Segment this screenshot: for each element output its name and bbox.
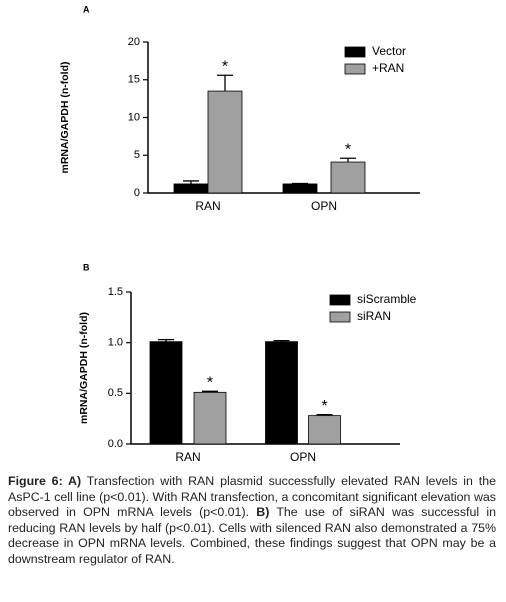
- caption-text: Transfection with RAN plasmid successful…: [8, 474, 496, 520]
- caption-text: Figure 6: A): [8, 474, 82, 488]
- error-bar: [183, 180, 199, 184]
- caption-text: The use of siRAN was successful in reduc…: [8, 505, 496, 566]
- panel-label: A: [83, 4, 90, 14]
- y-tick-label: 1.0: [108, 337, 123, 349]
- significance-mark: *: [207, 375, 213, 392]
- error-bar: [202, 390, 218, 393]
- y-tick-label: 0: [134, 187, 140, 199]
- legend-label: siScramble: [357, 292, 417, 306]
- x-tick-label: OPN: [311, 199, 337, 213]
- error-bar: [316, 413, 333, 416]
- y-tick-label: 0.0: [108, 438, 123, 450]
- caption-text: B): [256, 505, 270, 520]
- legend-swatch: [344, 46, 366, 58]
- legend-swatch: [344, 63, 366, 75]
- bar: [193, 391, 227, 445]
- bar: [173, 183, 209, 194]
- y-axis-label: mRNA/GAPDH (n-fold): [59, 62, 71, 174]
- legend-label: siRAN: [357, 309, 391, 323]
- legend-label: Vector: [372, 44, 406, 58]
- legend-label: +RAN: [372, 61, 404, 75]
- bar: [308, 415, 341, 445]
- y-tick-label: 15: [128, 74, 140, 86]
- y-tick-label: 0.5: [108, 387, 123, 399]
- bar: [149, 341, 183, 445]
- significance-mark: *: [345, 141, 351, 158]
- bar: [207, 90, 243, 194]
- bar: [330, 161, 366, 194]
- y-tick-label: 1.5: [108, 286, 123, 298]
- x-tick-label: RAN: [175, 450, 200, 464]
- y-tick-label: 20: [128, 36, 140, 48]
- legend-swatch: [329, 311, 351, 323]
- error-bar: [273, 339, 290, 342]
- error-bar: [217, 74, 233, 92]
- error-bar: [158, 338, 174, 342]
- y-tick-label: 10: [128, 111, 140, 123]
- y-tick-label: 5: [134, 149, 140, 161]
- error-bar: [340, 157, 356, 163]
- x-tick-label: OPN: [290, 450, 316, 464]
- legend-swatch: [329, 294, 351, 306]
- caption: Figure 6: A) Transfection with RAN plasm…: [8, 474, 496, 568]
- panel-label: B: [83, 262, 90, 272]
- y-axis-label: mRNA/GAPDH (n-fold): [78, 312, 90, 424]
- x-tick-label: RAN: [195, 199, 220, 213]
- bar: [265, 341, 298, 445]
- bar: [282, 183, 318, 194]
- significance-mark: *: [222, 58, 228, 75]
- significance-mark: *: [321, 398, 327, 415]
